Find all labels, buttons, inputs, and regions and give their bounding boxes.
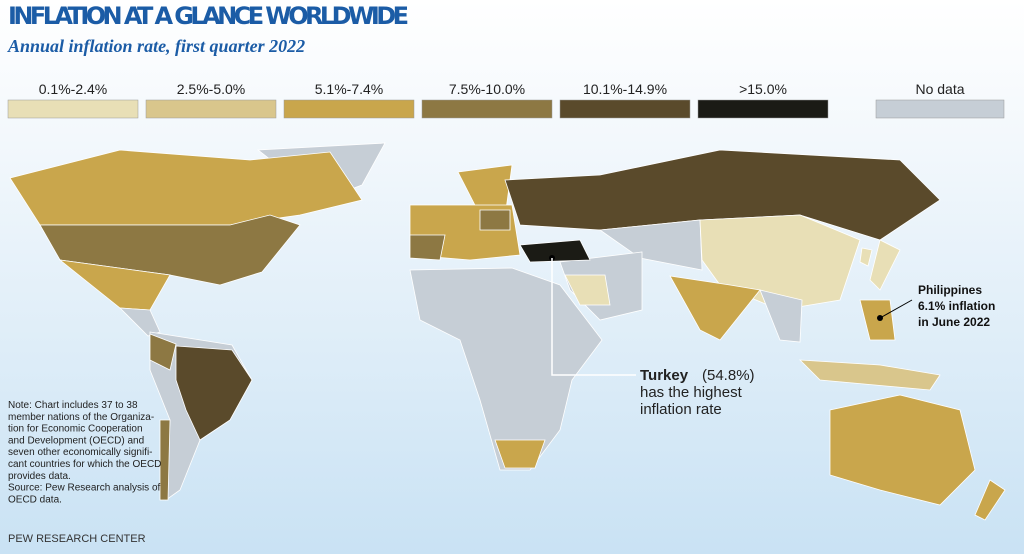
note-line: provides data. [8,471,71,482]
legend-swatch [145,99,277,119]
legend-label: 10.1%-14.9% [583,81,667,97]
country [829,394,976,506]
turkey-callout: Turkey (54.8%) has the highest inflation… [549,255,755,418]
legend-label: 5.1%-7.4% [315,81,383,97]
turkey-value: (54.8%) [702,367,755,384]
footer: PEW RESEARCH CENTER [8,533,146,545]
title: INFLATION AT A GLANCE WORLDWIDE [8,2,408,30]
legend-label: >15.0% [739,81,787,97]
legend-swatch [421,99,553,119]
country [149,333,177,371]
legend-swatch [697,99,829,119]
country [564,274,611,306]
country [798,359,941,391]
country [409,234,446,261]
legend-swatch [283,99,415,119]
note-line: OECD data. [8,494,62,505]
note-line: member nations of the Organiza- [8,412,154,423]
country [598,219,703,271]
map [9,142,1006,521]
subtitle: Annual inflation rate, first quarter 202… [7,36,305,56]
legend-label: 0.1%-2.4% [39,81,107,97]
country [699,214,861,311]
philippines-text: in June 2022 [918,315,990,329]
country [519,239,591,263]
note-line: Source: Pew Research analysis of [8,483,161,494]
country [869,239,901,291]
country [479,209,511,231]
country [859,299,896,341]
legend: 0.1%-2.4% 2.5%-5.0% 5.1%-7.4% 7.5%-10.0% 10.… [7,81,1005,119]
legend-swatch [875,99,1005,119]
note-line: and Development (OECD) and [8,435,144,446]
note-line: tion for Economic Cooperation [8,424,143,435]
philippines-text: Philippines [918,283,982,297]
legend-label: No data [915,81,964,97]
country [974,479,1006,521]
country [669,275,761,341]
country [159,419,171,501]
country [175,345,253,441]
legend-label: 7.5%-10.0% [449,81,525,97]
philippines-callout: Philippines 6.1% inflation in June 2022 [877,283,995,329]
country [118,307,161,337]
legend-label: 2.5%-5.0% [177,81,245,97]
note-line: Note: Chart includes 37 to 38 [8,400,138,411]
turkey-name: Turkey [640,367,689,384]
philippines-text: 6.1% inflation [918,299,995,313]
callout-line [551,258,636,376]
country [859,247,873,267]
turkey-text: has the highest [640,384,743,401]
country [494,439,546,469]
note-line: seven other economically signifi- [8,447,153,458]
country [759,289,803,343]
turkey-text: inflation rate [640,401,722,418]
note-line: cant countries for which the OECD [8,459,161,470]
legend-swatch [7,99,139,119]
legend-swatch [559,99,691,119]
callout-line [879,299,913,319]
